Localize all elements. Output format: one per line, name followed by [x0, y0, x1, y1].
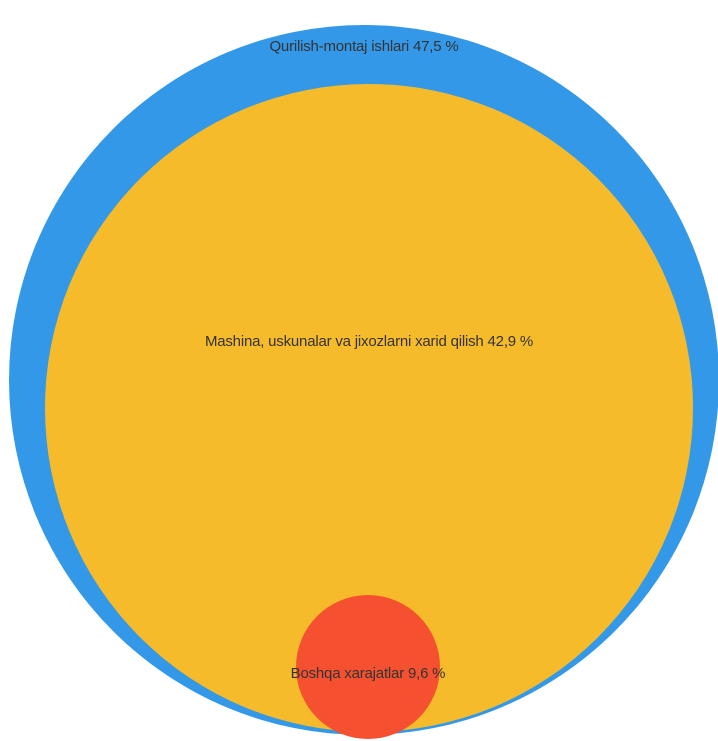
bubble-boshqa-xarajatlar[interactable] — [296, 595, 440, 739]
bubble-mashina-uskunalar-va-jixozlarni-xarid-qilish[interactable] — [45, 84, 693, 732]
labels-group: Qurilish-montaj ishlari 47,5 % Mashina, u… — [205, 38, 533, 682]
bubble-label-mashina-uskunalar-va-jixozlarni-xarid-qilish: Mashina, uskunalar va jixozlarni xarid q… — [205, 333, 533, 350]
bubble-label-boshqa-xarajatlar: Boshqa xarajatlar 9,6 % — [291, 665, 446, 682]
bubble-label-qurilish-montaj-ishlari: Qurilish-montaj ishlari 47,5 % — [269, 38, 458, 55]
bubbles-group — [9, 25, 718, 739]
